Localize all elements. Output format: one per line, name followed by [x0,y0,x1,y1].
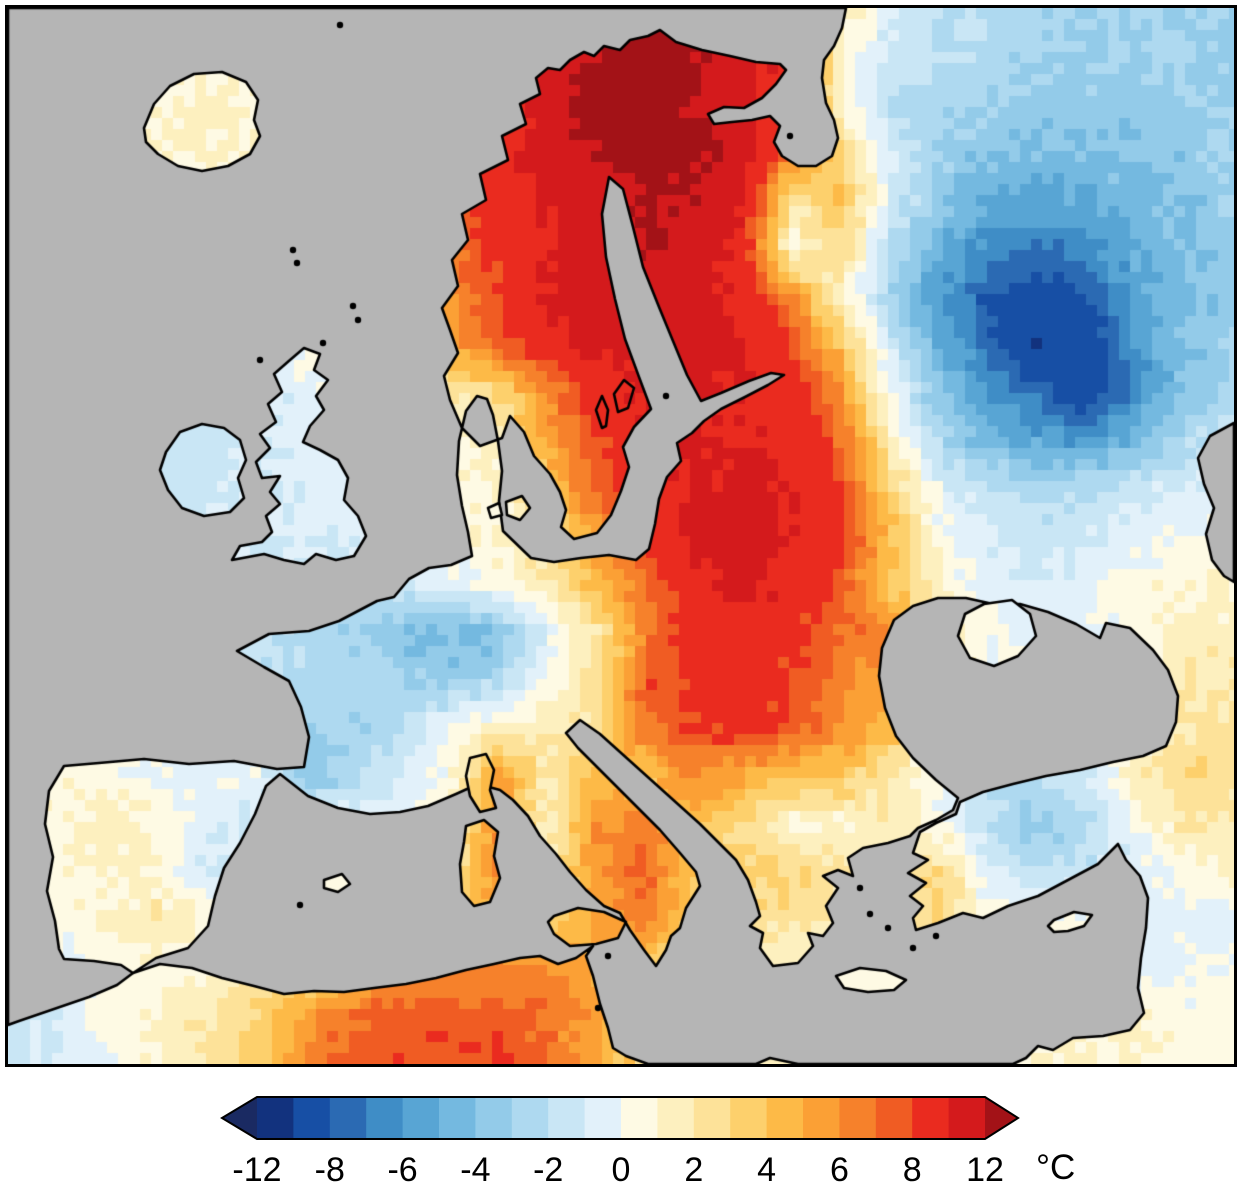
colorbar-segment [329,1097,367,1139]
colorbar-tick-label: -12 [232,1151,281,1189]
colorbar-tick-label: -8 [315,1151,345,1189]
colorbar-segment [621,1097,658,1139]
colorbar-tick-label: 2 [684,1151,703,1189]
colorbar-svg: -12 -8 -6 -4 -2 0 2 4 6 8 12 °C [220,1096,1075,1189]
colorbar-segment [766,1097,804,1139]
colorbar-tick-label: 4 [757,1151,776,1189]
colorbar-segment [402,1097,440,1139]
europe-temperature-anomaly-map [8,8,1234,1064]
colorbar-arrow-left [222,1097,257,1139]
colorbar-segment [948,1097,986,1139]
map-frame [5,5,1237,1067]
colorbar-outline [220,1096,1020,1140]
celsius-unit-label: °C [1036,1148,1075,1187]
colorbar-segments [222,1097,1018,1139]
colorbar-segment [657,1097,695,1139]
colorbar-segment [475,1097,513,1139]
colorbar: -12 -8 -6 -4 -2 0 2 4 6 8 12 °C [0,1089,1242,1191]
colorbar-segment [730,1097,768,1139]
colorbar-tick-label: 12 [966,1151,1004,1189]
colorbar-tick-label: 6 [830,1151,849,1189]
colorbar-segment [803,1097,840,1139]
colorbar-segment [839,1097,877,1139]
colorbar-segment [366,1097,404,1139]
colorbar-arrow-right [985,1097,1018,1139]
colorbar-segment [548,1097,586,1139]
colorbar-tick-label: 0 [612,1151,631,1189]
colorbar-tick-label: -2 [533,1151,563,1189]
colorbar-segment [439,1097,476,1139]
colorbar-tick-label: -6 [387,1151,417,1189]
colorbar-tick-label: 8 [903,1151,922,1189]
colorbar-segment [584,1097,622,1139]
colorbar-segment [875,1097,913,1139]
colorbar-segment [912,1097,950,1139]
colorbar-segment [257,1097,294,1139]
colorbar-segment [293,1097,331,1139]
colorbar-tick-labels: -12 -8 -6 -4 -2 0 2 4 6 8 12 [232,1151,1003,1189]
colorbar-segment [511,1097,549,1139]
colorbar-tick-label: -4 [460,1151,490,1189]
colorbar-segment [693,1097,731,1139]
